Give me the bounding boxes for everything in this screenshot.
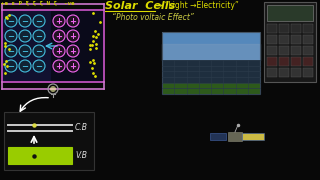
Circle shape <box>67 30 79 42</box>
Text: −: − <box>36 62 43 71</box>
Text: +: + <box>69 32 76 41</box>
Bar <box>279 46 289 55</box>
Bar <box>291 46 301 55</box>
Bar <box>4 112 94 170</box>
Circle shape <box>67 60 79 72</box>
Text: −: − <box>21 47 28 56</box>
Text: +: + <box>69 17 76 26</box>
Bar <box>291 35 301 44</box>
Bar <box>228 132 242 141</box>
Circle shape <box>33 30 45 42</box>
Text: −: − <box>36 32 43 41</box>
Bar <box>303 35 313 44</box>
Circle shape <box>19 30 31 42</box>
Text: C.B: C.B <box>75 123 88 132</box>
Text: +e ε P ξ ζ ζ N ζ  -ve: +e ε P ξ ζ ζ N ζ -ve <box>1 1 75 6</box>
Text: “Photo voltaic Effect”: “Photo voltaic Effect” <box>112 13 194 22</box>
Bar <box>303 46 313 55</box>
Bar <box>8 147 72 164</box>
Bar <box>162 32 260 60</box>
Circle shape <box>19 45 31 57</box>
Bar <box>303 24 313 33</box>
Bar <box>162 60 260 94</box>
Bar <box>279 35 289 44</box>
Text: −: − <box>21 32 28 41</box>
Bar <box>279 57 289 66</box>
Text: +: + <box>55 17 62 26</box>
Circle shape <box>53 15 65 27</box>
Text: −: − <box>21 17 28 26</box>
Circle shape <box>19 15 31 27</box>
Circle shape <box>5 45 17 57</box>
Circle shape <box>53 45 65 57</box>
Circle shape <box>5 15 17 27</box>
Bar <box>267 24 277 33</box>
Circle shape <box>53 30 65 42</box>
Bar <box>267 5 313 21</box>
Circle shape <box>53 60 65 72</box>
Circle shape <box>5 60 17 72</box>
Bar <box>291 57 301 66</box>
Bar <box>267 35 277 44</box>
Circle shape <box>67 45 79 57</box>
Bar <box>3 11 51 81</box>
Text: −: − <box>21 62 28 71</box>
Bar <box>2 10 104 82</box>
Bar <box>279 24 289 33</box>
Bar <box>264 2 316 82</box>
Bar <box>162 83 260 94</box>
Text: −: − <box>7 32 14 41</box>
Bar <box>162 32 260 94</box>
Bar <box>242 133 264 140</box>
Text: −: − <box>36 17 43 26</box>
Bar <box>303 68 313 77</box>
Bar <box>267 57 277 66</box>
Circle shape <box>50 86 56 92</box>
Bar <box>51 11 103 81</box>
Circle shape <box>67 15 79 27</box>
Bar <box>291 24 301 33</box>
Text: +: + <box>55 32 62 41</box>
Bar <box>291 68 301 77</box>
Text: +: + <box>55 62 62 71</box>
Text: −: − <box>36 47 43 56</box>
Bar <box>279 68 289 77</box>
Circle shape <box>33 15 45 27</box>
Text: → “Light →Electricity”: → “Light →Electricity” <box>156 1 239 10</box>
Bar <box>267 68 277 77</box>
Text: Solar  Cells: Solar Cells <box>105 1 175 11</box>
Bar <box>303 57 313 66</box>
Text: V.B: V.B <box>75 151 87 160</box>
Text: −: − <box>7 47 14 56</box>
Text: −: − <box>7 17 14 26</box>
Circle shape <box>5 30 17 42</box>
Text: +: + <box>69 62 76 71</box>
Text: +: + <box>69 47 76 56</box>
Circle shape <box>19 60 31 72</box>
Text: −: − <box>7 62 14 71</box>
Text: +: + <box>55 47 62 56</box>
Circle shape <box>33 45 45 57</box>
Bar <box>267 46 277 55</box>
Bar <box>210 133 226 140</box>
Circle shape <box>33 60 45 72</box>
